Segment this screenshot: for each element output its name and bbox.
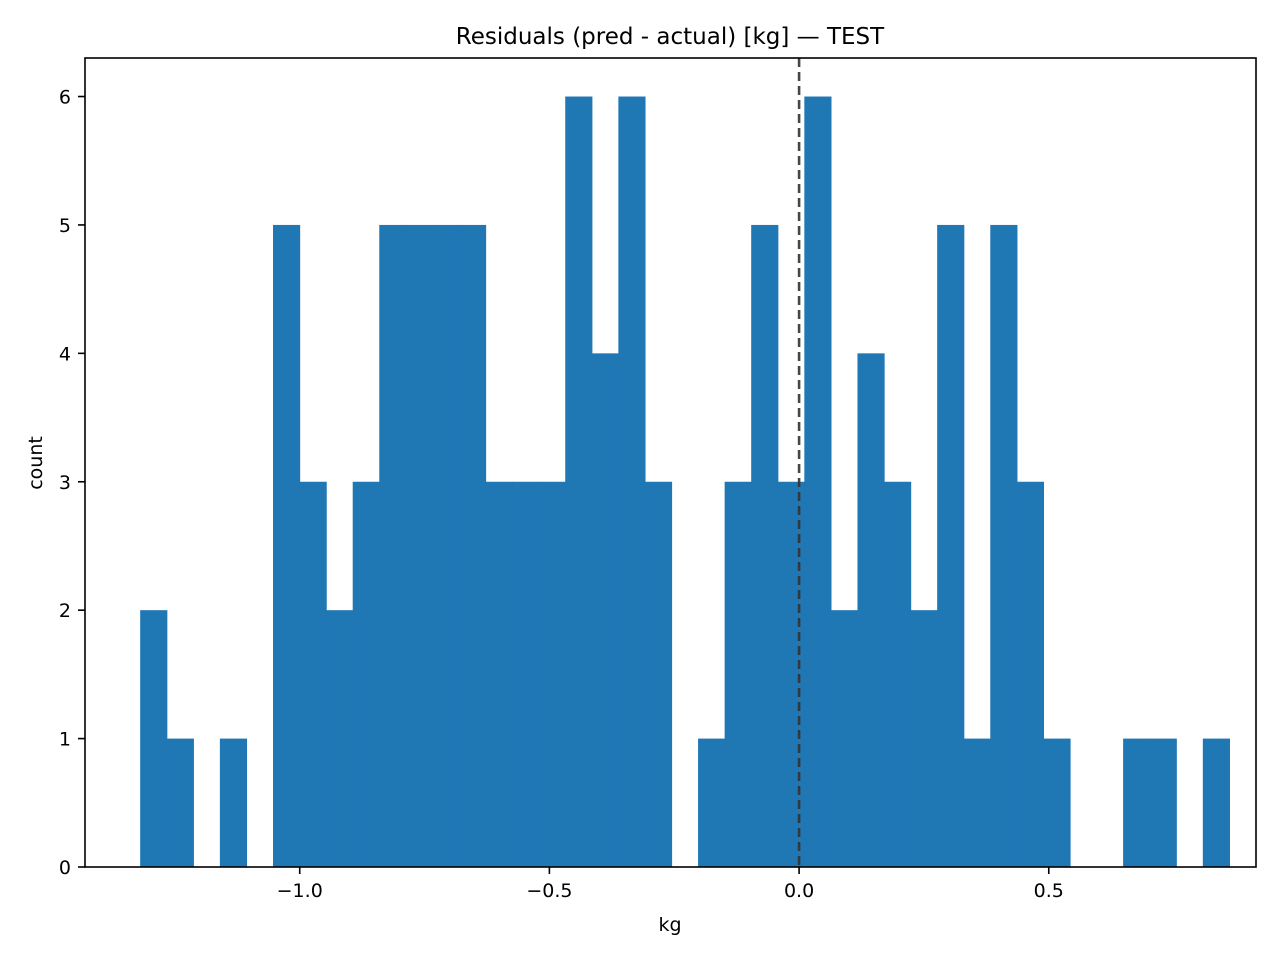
- histogram-bar: [352, 481, 380, 867]
- histogram-bar: [804, 96, 832, 868]
- histogram-bar: [857, 353, 885, 867]
- y-axis-label: count: [25, 436, 47, 490]
- histogram-bar: [458, 224, 487, 867]
- chart-title: Residuals (pred - actual) [kg] — TEST: [456, 24, 885, 50]
- histogram-bars: [140, 96, 1230, 868]
- histogram-bar: [538, 481, 566, 867]
- histogram-bar: [910, 610, 938, 867]
- histogram-bar: [698, 738, 726, 867]
- y-tick-label: 3: [59, 472, 71, 494]
- histogram-bar: [1202, 738, 1230, 867]
- histogram-bar: [644, 481, 673, 867]
- x-tick-label: −0.5: [526, 880, 572, 902]
- histogram-bar: [166, 738, 194, 867]
- histogram-bar: [326, 610, 354, 867]
- y-tick-label: 4: [59, 343, 71, 365]
- histogram-bar: [618, 96, 646, 868]
- y-tick-label: 6: [59, 87, 71, 109]
- histogram-bar: [1016, 481, 1045, 867]
- histogram-bar: [777, 481, 805, 867]
- histogram-bar: [140, 610, 168, 867]
- y-tick-label: 0: [59, 857, 71, 879]
- histogram-bar: [591, 353, 619, 867]
- histogram-bar: [485, 481, 513, 867]
- histogram-bar: [990, 224, 1018, 867]
- histogram-bar: [565, 96, 593, 868]
- histogram-bar: [724, 481, 752, 867]
- x-tick-label: 0.5: [1034, 880, 1064, 902]
- x-axis-label: kg: [658, 914, 681, 936]
- histogram-bar: [299, 481, 327, 867]
- histogram-bar: [1123, 738, 1151, 867]
- histogram-bar: [830, 610, 859, 867]
- histogram-bar: [1043, 738, 1071, 867]
- y-tick-label: 2: [59, 600, 71, 622]
- plot-area-frame: [84, 57, 1257, 868]
- histogram-bar: [432, 224, 460, 867]
- y-axis-ticks: 0 1 2 3 4 5 6: [59, 87, 85, 879]
- histogram-bar: [273, 224, 301, 867]
- histogram-bar: [937, 224, 965, 867]
- histogram-bar: [963, 738, 991, 867]
- histogram-bar: [405, 224, 434, 867]
- histogram-bar: [751, 224, 779, 867]
- x-tick-label: −1.0: [277, 880, 323, 902]
- y-tick-label: 5: [59, 215, 71, 237]
- histogram-bar: [379, 224, 407, 867]
- histogram-bar: [219, 738, 248, 867]
- histogram-bar: [512, 481, 540, 867]
- x-tick-label: 0.0: [784, 880, 814, 902]
- histogram-bar: [1149, 738, 1177, 867]
- y-tick-label: 1: [59, 729, 71, 751]
- x-axis-ticks: −1.0 −0.5 0.0 0.5: [277, 867, 1064, 902]
- histogram-bar: [884, 481, 912, 867]
